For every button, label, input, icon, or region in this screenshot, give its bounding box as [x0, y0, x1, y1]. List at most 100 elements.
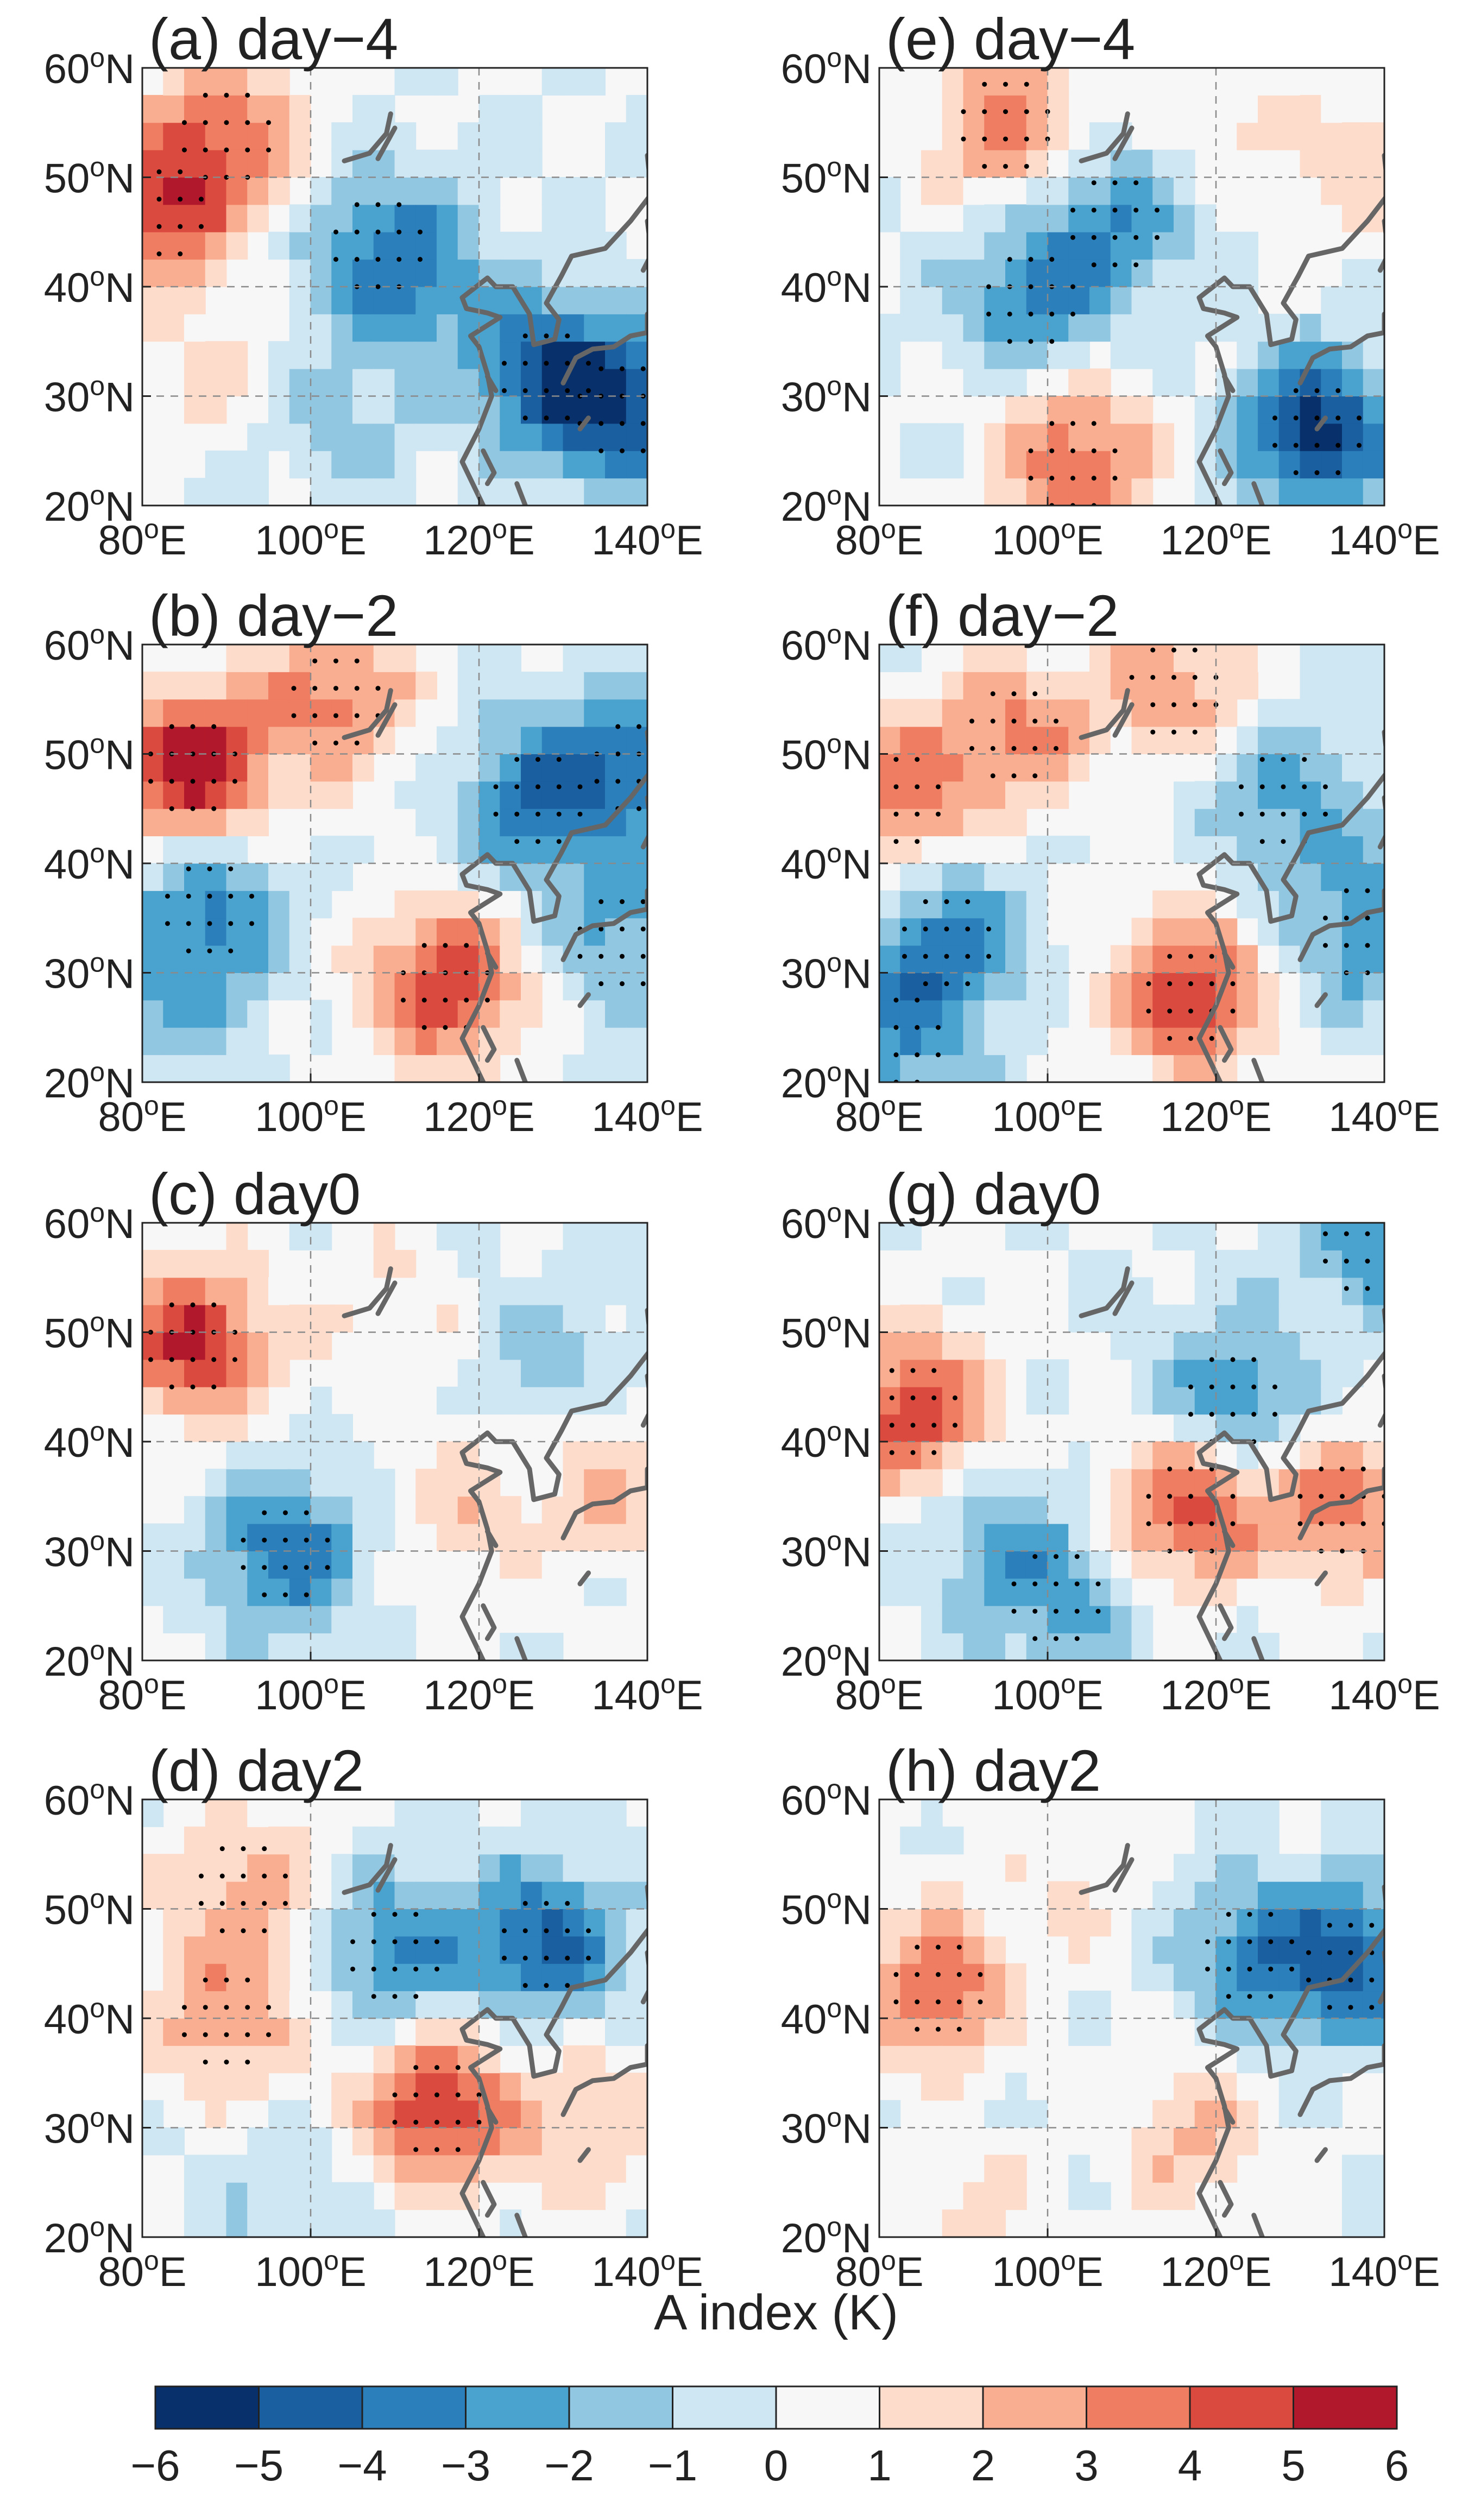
significance-dot: [640, 899, 646, 905]
field-cell: [268, 2155, 290, 2183]
field-cell: [310, 1000, 332, 1028]
field-cell: [1068, 1304, 1090, 1332]
field-cell: [584, 1963, 606, 1992]
field-cell: [310, 836, 332, 864]
field-cell: [605, 149, 627, 178]
coastline: [560, 2043, 647, 2117]
field-cell: [500, 2100, 521, 2128]
significance-dot: [1297, 1494, 1303, 1499]
significance-dot: [1230, 1494, 1236, 1499]
field-cell: [1026, 1386, 1048, 1415]
field-cell: [1174, 972, 1195, 1001]
field-cell: [289, 726, 311, 754]
field-cell: [437, 945, 458, 973]
colorbar-segment: [361, 2385, 467, 2430]
field-cell: [310, 1963, 332, 1992]
coastline: [514, 1058, 528, 1082]
field-cell: [289, 1991, 311, 2019]
significance-dot: [190, 1384, 196, 1390]
field-cell: [415, 671, 437, 700]
coastline: [1218, 2180, 1234, 2218]
colorbar-segment: [775, 2385, 880, 2430]
significance-dot: [1070, 421, 1075, 426]
field-cell: [1026, 94, 1048, 123]
significance-dot: [1112, 262, 1118, 268]
field-cell: [1300, 972, 1322, 1001]
significance-dot: [333, 229, 338, 235]
field-cell: [1300, 122, 1322, 150]
field-cell: [1194, 972, 1217, 1001]
field-cell: [1068, 836, 1090, 864]
field-cell: [394, 2073, 417, 2101]
field-cell: [205, 204, 227, 232]
field-cell: [963, 1027, 985, 1056]
field-cell: [1237, 1936, 1258, 1964]
x-tick-label: 120oE: [1160, 1669, 1271, 1719]
field-cell: [963, 2209, 985, 2237]
field-cell: [331, 836, 353, 864]
panel-title: (a) day−4: [149, 6, 398, 72]
field-cell: [1237, 396, 1258, 424]
significance-dot: [637, 724, 641, 729]
colorbar-tick-label: −3: [441, 2441, 490, 2490]
field-cell: [1363, 1551, 1384, 1579]
significance-dot: [354, 686, 360, 691]
significance-dot: [1365, 888, 1370, 893]
field-cell: [457, 1359, 480, 1387]
field-cell: [1131, 918, 1154, 946]
field-cell: [415, 2182, 437, 2210]
significance-dot: [165, 893, 170, 899]
field-cell: [310, 754, 332, 782]
significance-dot: [1348, 1977, 1353, 1982]
field-cell: [963, 68, 985, 96]
field-cell: [310, 478, 332, 506]
field-cell: [1174, 1963, 1195, 1992]
field-cell: [605, 2155, 627, 2183]
field-cell: [184, 1605, 206, 1634]
field-cell: [310, 286, 332, 314]
significance-dot: [944, 953, 949, 959]
significance-dot: [1054, 1608, 1058, 1614]
field-cell: [437, 1854, 458, 1882]
field-cell: [331, 423, 353, 451]
field-cell: [921, 972, 943, 1001]
field-cell: [900, 1441, 922, 1469]
field-cell: [584, 1386, 606, 1415]
significance-dot: [893, 1052, 899, 1058]
field-cell: [1174, 808, 1195, 837]
significance-dot: [1323, 1259, 1328, 1264]
field-cell: [373, 1963, 395, 1992]
field-cell: [1131, 1496, 1154, 1524]
significance-dot: [565, 388, 570, 393]
significance-dot: [1357, 443, 1362, 448]
field-cell: [1131, 1000, 1154, 1028]
field-cell: [605, 1027, 627, 1056]
field-cell: [921, 890, 943, 919]
field-cell: [584, 68, 606, 96]
field-cell: [521, 259, 543, 287]
field-cell: [1258, 1799, 1280, 1827]
field-cell: [1174, 286, 1195, 314]
field-cell: [1174, 1496, 1195, 1524]
significance-dot: [392, 1912, 398, 1917]
field-cell: [900, 286, 922, 314]
field-cell: [437, 1496, 458, 1524]
significance-dot: [1335, 470, 1341, 476]
field-cell: [584, 1578, 606, 1606]
field-cell: [626, 781, 647, 809]
field-cell: [394, 423, 417, 451]
field-cell: [921, 1027, 943, 1056]
field-cell: [1026, 396, 1048, 424]
significance-dot: [1259, 784, 1265, 790]
field-cell: [1068, 699, 1090, 727]
significance-dot: [1365, 1286, 1370, 1291]
significance-dot: [620, 953, 625, 959]
field-cell: [310, 1551, 332, 1579]
field-cell: [521, 1799, 543, 1827]
coastline: [342, 688, 393, 740]
field-cell: [331, 1854, 353, 1882]
field-cell: [879, 2045, 901, 2074]
field-cell: [921, 945, 943, 973]
field-cell: [1321, 177, 1343, 205]
field-cell: [584, 1991, 606, 2019]
